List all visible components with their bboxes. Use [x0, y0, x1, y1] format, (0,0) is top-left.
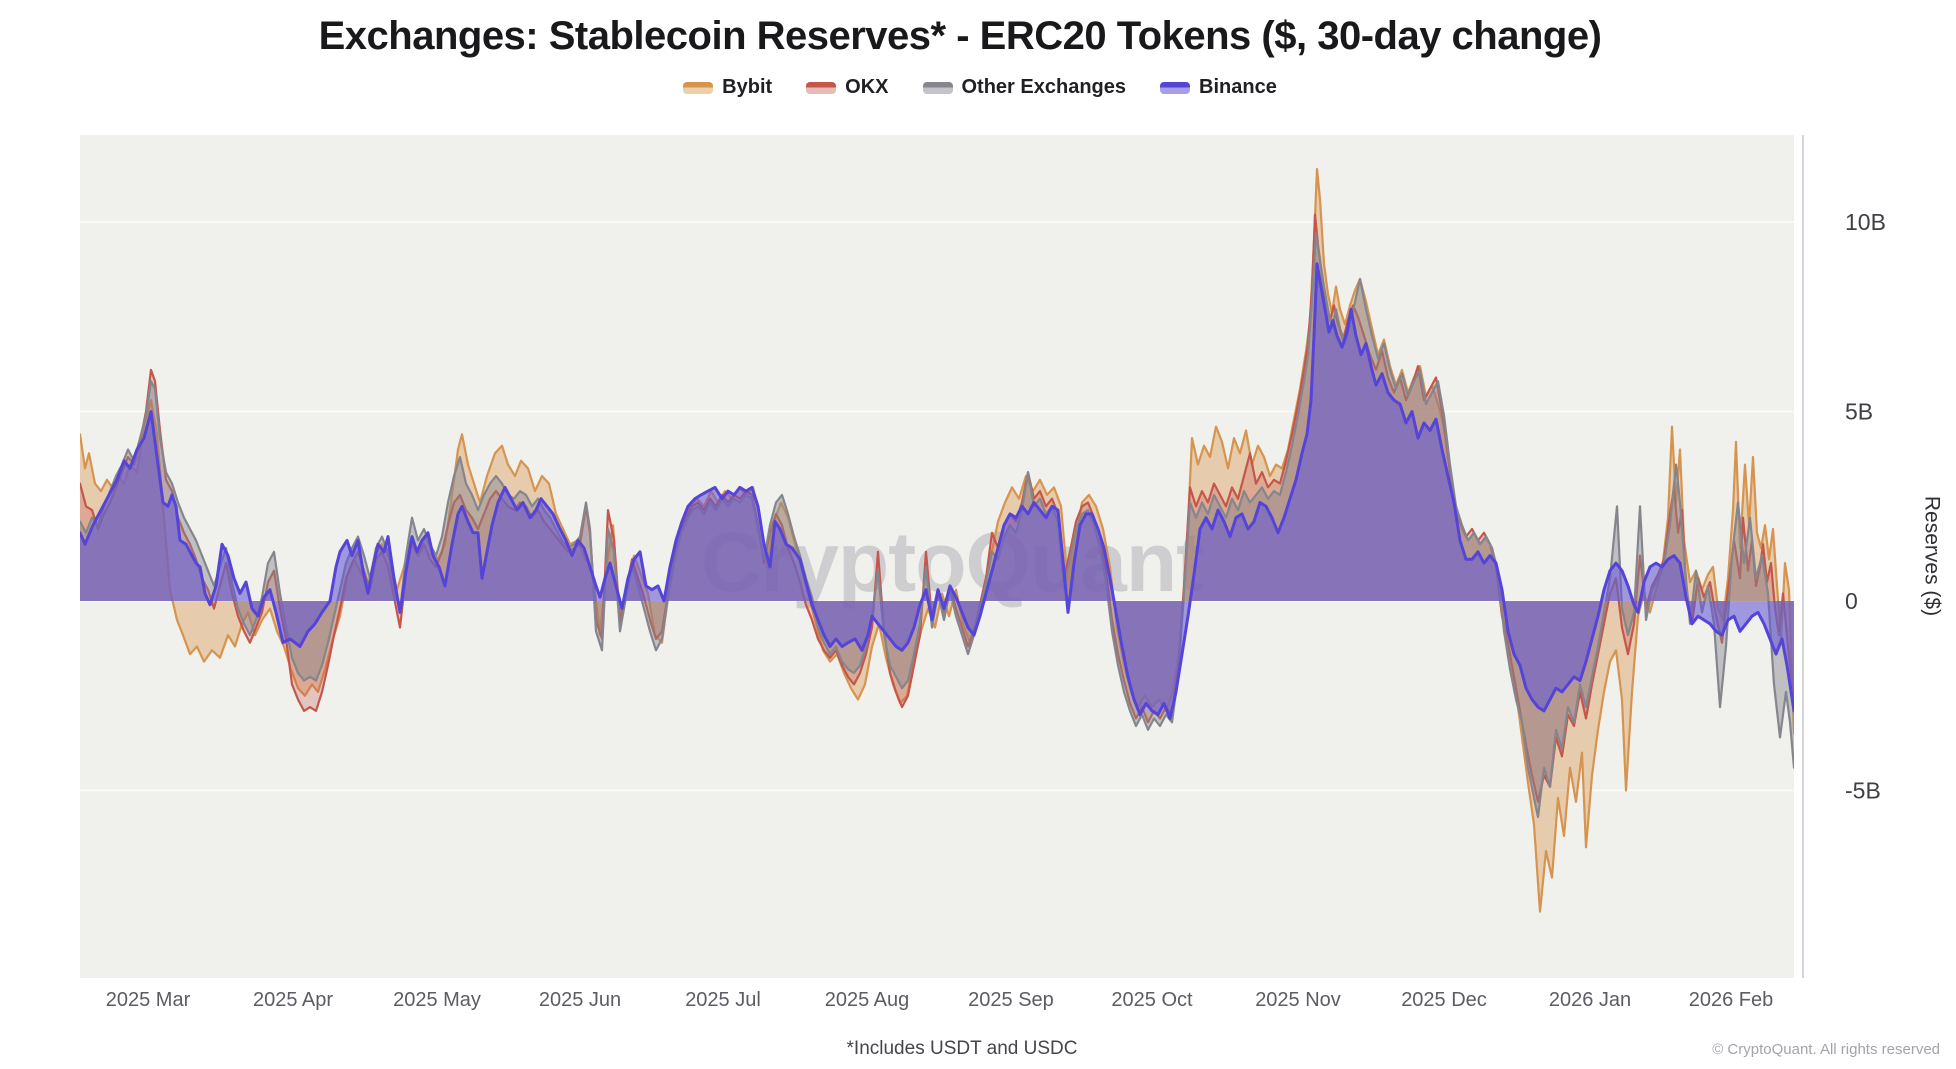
- series-binance-line[interactable]: [80, 262, 1794, 720]
- legend: Bybit OKX Other Exchanges Binance: [0, 76, 1956, 99]
- series-binance-area[interactable]: [80, 263, 1794, 719]
- legend-label-other-exchanges: Other Exchanges: [961, 76, 1127, 98]
- legend-item-other-exchanges[interactable]: Other Exchanges: [922, 76, 1127, 99]
- bybit-swatch-icon: [683, 81, 714, 94]
- x-tick-2025-May: 2025 May: [393, 989, 481, 1011]
- copyright-text: © CryptoQuant. All rights reserved: [1712, 1041, 1940, 1058]
- x-tick-2025-Aug: 2025 Aug: [825, 989, 910, 1011]
- legend-item-okx[interactable]: OKX: [806, 76, 889, 99]
- x-tick-2026-Jan: 2026 Jan: [1549, 989, 1631, 1011]
- y-axis-title: Reserves ($): [1921, 496, 1944, 616]
- legend-label-binance: Binance: [1199, 76, 1277, 98]
- x-tick-2025-Dec: 2025 Dec: [1401, 989, 1487, 1011]
- other-exchanges-swatch-icon: [922, 81, 953, 94]
- x-tick-2025-Mar: 2025 Mar: [106, 989, 191, 1011]
- x-tick-2025-Nov: 2025 Nov: [1255, 989, 1341, 1011]
- legend-label-okx: OKX: [845, 76, 889, 98]
- x-tick-2025-Apr: 2025 Apr: [253, 989, 333, 1011]
- legend-item-bybit[interactable]: Bybit: [683, 76, 772, 99]
- plot-area[interactable]: [80, 135, 1794, 978]
- legend-item-binance[interactable]: Binance: [1160, 76, 1277, 99]
- x-tick-2026-Feb: 2026 Feb: [1689, 989, 1774, 1011]
- series-group: [80, 168, 1794, 913]
- y-tick--5B: -5B: [1845, 777, 1881, 803]
- y-tick-5B: 5B: [1845, 399, 1873, 425]
- page-title: Exchanges: Stablecoin Reserves* - ERC20 …: [318, 14, 1602, 58]
- binance-swatch-icon: [1160, 81, 1191, 94]
- x-tick-2025-Jul: 2025 Jul: [685, 989, 761, 1011]
- y-tick-0: 0: [1845, 588, 1858, 614]
- legend-label-bybit: Bybit: [722, 76, 773, 98]
- okx-swatch-icon: [806, 81, 837, 94]
- y-tick-10B: 10B: [1845, 209, 1886, 235]
- chart-footnote: *Includes USDT and USDC: [846, 1038, 1078, 1059]
- x-tick-2025-Jun: 2025 Jun: [539, 989, 621, 1011]
- x-tick-2025-Sep: 2025 Sep: [968, 989, 1054, 1011]
- x-tick-2025-Oct: 2025 Oct: [1111, 989, 1193, 1011]
